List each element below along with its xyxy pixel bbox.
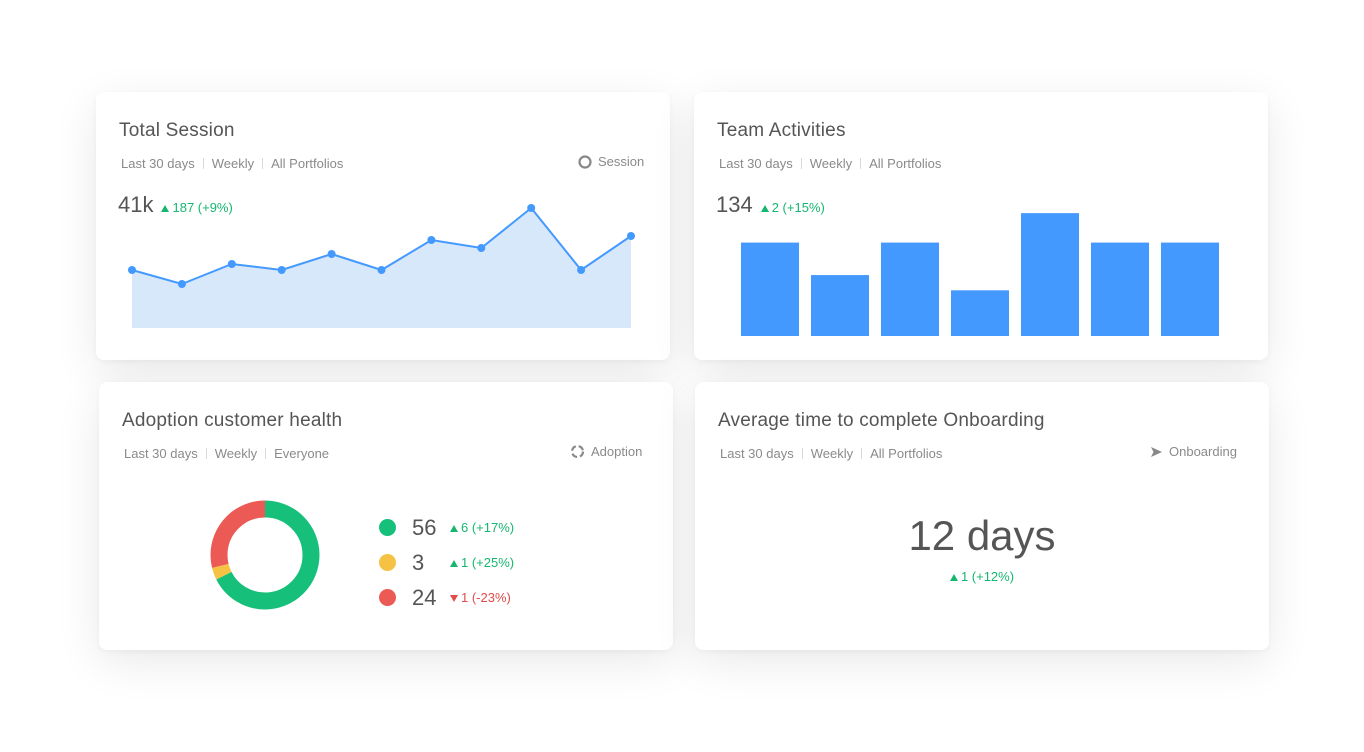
metric-tag-label: Adoption bbox=[591, 444, 643, 459]
legend-value: 24 bbox=[412, 584, 437, 610]
filter-interval[interactable]: Weekly bbox=[810, 446, 854, 461]
delta-text: 2 (+15%) bbox=[771, 200, 825, 215]
session-area-chart bbox=[128, 204, 635, 328]
up-arrow-icon bbox=[450, 560, 458, 567]
delta: 1 (-23%) bbox=[450, 590, 511, 605]
data-point bbox=[627, 232, 635, 240]
filter-scope[interactable]: All Portfolios bbox=[870, 446, 943, 461]
data-point bbox=[327, 250, 336, 258]
filter-bar: Last 30 days Weekly All Portfolios bbox=[719, 156, 941, 171]
delta-text: 1 (+25%) bbox=[461, 555, 515, 570]
bar bbox=[881, 242, 939, 336]
divider bbox=[202, 158, 204, 169]
divider bbox=[860, 158, 862, 169]
card-title: Adoption customer health bbox=[122, 410, 343, 431]
filter-period[interactable]: Last 30 days bbox=[719, 156, 793, 171]
divider bbox=[205, 448, 207, 459]
legend-value: 3 bbox=[412, 549, 425, 575]
card-title: Average time to complete Onboarding bbox=[718, 410, 1045, 431]
value-text: 41k bbox=[118, 192, 154, 217]
summary-value: 41k 187 (+9%) bbox=[118, 192, 233, 218]
data-point bbox=[277, 266, 286, 274]
data-point bbox=[377, 266, 386, 274]
delta-text: 6 (+17%) bbox=[461, 520, 515, 535]
summary-value: 134 2 (+15%) bbox=[716, 192, 825, 218]
area-fill bbox=[132, 208, 631, 328]
divider bbox=[801, 448, 803, 459]
data-point bbox=[427, 236, 436, 244]
circle-icon bbox=[578, 154, 592, 169]
delta-text: 1 (-23%) bbox=[461, 590, 511, 605]
filter-period[interactable]: Last 30 days bbox=[121, 156, 195, 171]
filter-scope[interactable]: All Portfolios bbox=[869, 156, 942, 171]
legend-dot bbox=[379, 589, 396, 606]
bar bbox=[1091, 242, 1149, 336]
onboarding-value: 12 days bbox=[908, 512, 1056, 559]
data-point bbox=[227, 260, 236, 268]
delta: 6 (+17%) bbox=[450, 520, 514, 535]
data-point bbox=[128, 266, 136, 274]
filter-period[interactable]: Last 30 days bbox=[124, 446, 198, 461]
up-arrow-icon bbox=[949, 574, 958, 581]
filter-interval[interactable]: Weekly bbox=[211, 156, 255, 171]
divider bbox=[861, 448, 863, 459]
filter-scope[interactable]: Everyone bbox=[274, 446, 330, 461]
metric-tag[interactable]: Onboarding bbox=[1149, 444, 1237, 459]
adoption-donut-chart bbox=[210, 500, 320, 610]
up-arrow-icon bbox=[161, 205, 170, 212]
delta: 2 (+15%) bbox=[760, 200, 825, 215]
data-point bbox=[477, 244, 486, 252]
divider bbox=[265, 448, 267, 459]
data-point bbox=[577, 266, 586, 274]
filter-bar: Last 30 days Weekly All Portfolios bbox=[121, 156, 343, 171]
legend-item: 24 1 (-23%) bbox=[379, 580, 514, 615]
total-session-card: Total Session Last 30 days Weekly All Po… bbox=[96, 92, 670, 360]
onboarding-time-card: Average time to complete Onboarding Last… bbox=[695, 382, 1269, 650]
up-arrow-icon bbox=[760, 205, 769, 212]
filter-bar: Last 30 days Weekly Everyone bbox=[124, 446, 329, 461]
card-title: Total Session bbox=[119, 120, 235, 141]
bar bbox=[1021, 213, 1079, 336]
bar bbox=[1161, 242, 1219, 336]
legend-value: 56 bbox=[412, 514, 437, 540]
up-arrow-icon bbox=[450, 525, 458, 532]
bar bbox=[811, 275, 869, 336]
metric-tag[interactable]: Adoption bbox=[570, 444, 642, 459]
divider bbox=[262, 158, 264, 169]
delta-text: 187 (+9%) bbox=[172, 200, 233, 215]
metric-tag[interactable]: Session bbox=[578, 154, 644, 169]
team-activities-card: Team Activities Last 30 days Weekly All … bbox=[694, 92, 1268, 360]
legend-item: 3 1 (+25%) bbox=[379, 545, 514, 580]
delta-text: 1 (+12%) bbox=[960, 569, 1015, 584]
adoption-health-card: Adoption customer health Last 30 days We… bbox=[99, 382, 673, 650]
filter-period[interactable]: Last 30 days bbox=[720, 446, 794, 461]
legend-dot bbox=[379, 554, 396, 571]
metric-tag-label: Onboarding bbox=[1169, 444, 1237, 459]
delta: 187 (+9%) bbox=[161, 200, 233, 215]
filter-scope[interactable]: All Portfolios bbox=[271, 156, 344, 171]
filter-bar: Last 30 days Weekly All Portfolios bbox=[720, 446, 942, 461]
bar bbox=[741, 242, 799, 336]
delta: 1 (+25%) bbox=[450, 555, 514, 570]
divider bbox=[800, 158, 802, 169]
filter-interval[interactable]: Weekly bbox=[214, 446, 258, 461]
filter-interval[interactable]: Weekly bbox=[809, 156, 853, 171]
data-point bbox=[527, 204, 536, 212]
delta: 1 (+12%) bbox=[695, 568, 1269, 586]
play-arrow-icon bbox=[1151, 446, 1162, 457]
down-arrow-icon bbox=[450, 595, 458, 602]
team-bar-chart bbox=[741, 213, 1219, 336]
data-point bbox=[177, 280, 186, 288]
bar bbox=[951, 290, 1009, 336]
value-text: 134 bbox=[716, 192, 753, 217]
legend: 56 6 (+17%) 3 1 (+25%) 24 1 (-23%) bbox=[379, 510, 514, 615]
metric-tag-label: Session bbox=[598, 154, 645, 169]
legend-dot bbox=[379, 519, 396, 536]
dashed-circle-icon bbox=[570, 444, 585, 459]
pie-slice bbox=[210, 500, 320, 610]
card-title: Team Activities bbox=[717, 120, 846, 141]
legend-item: 56 6 (+17%) bbox=[379, 510, 514, 545]
